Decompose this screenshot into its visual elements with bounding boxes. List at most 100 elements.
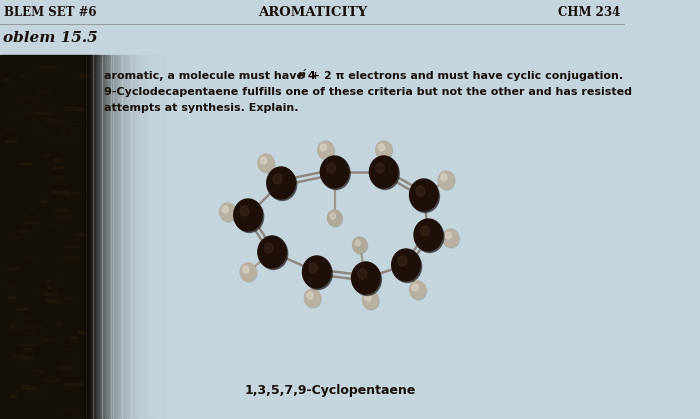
Circle shape	[377, 142, 393, 160]
Circle shape	[304, 258, 332, 290]
Circle shape	[220, 203, 236, 221]
Bar	[141, 55, 144, 419]
Circle shape	[220, 204, 237, 222]
Bar	[51, 225, 60, 226]
Bar	[40, 338, 57, 339]
Bar	[165, 55, 168, 419]
Circle shape	[307, 292, 313, 299]
Text: attempts at synthesis. Explain.: attempts at synthesis. Explain.	[104, 103, 298, 113]
Bar	[9, 393, 13, 396]
Bar	[139, 55, 141, 419]
Circle shape	[234, 199, 262, 231]
Bar	[58, 279, 62, 282]
Bar	[154, 55, 157, 419]
Bar	[16, 308, 27, 310]
Circle shape	[240, 263, 256, 281]
Bar	[46, 339, 55, 340]
Bar	[64, 383, 82, 385]
Circle shape	[304, 289, 321, 307]
Bar	[42, 379, 58, 381]
Circle shape	[355, 240, 360, 246]
Circle shape	[267, 167, 295, 199]
Circle shape	[264, 243, 273, 253]
Circle shape	[363, 291, 378, 309]
Bar	[63, 409, 77, 411]
Bar	[25, 222, 29, 223]
Circle shape	[441, 174, 447, 181]
Bar	[127, 55, 130, 419]
Bar	[36, 113, 49, 114]
Circle shape	[268, 168, 297, 201]
Bar	[41, 200, 48, 202]
Bar	[52, 191, 69, 194]
Bar	[25, 257, 35, 259]
Circle shape	[376, 141, 392, 159]
Circle shape	[411, 181, 440, 212]
Circle shape	[330, 213, 335, 219]
Bar	[35, 111, 52, 114]
Bar	[33, 370, 45, 372]
Text: CHM 234: CHM 234	[558, 7, 620, 20]
Circle shape	[412, 284, 419, 291]
Bar	[80, 74, 88, 77]
Circle shape	[353, 264, 382, 295]
Bar	[94, 55, 97, 419]
Bar	[109, 55, 113, 419]
Bar	[122, 55, 126, 419]
Bar	[65, 191, 80, 194]
Bar	[5, 140, 16, 142]
Circle shape	[235, 201, 264, 233]
Bar	[55, 141, 58, 143]
Bar	[46, 280, 50, 282]
Bar	[7, 285, 15, 288]
Circle shape	[420, 226, 429, 236]
Bar	[10, 324, 14, 326]
Bar	[132, 55, 134, 419]
Text: AROMATICITY: AROMATICITY	[258, 7, 367, 20]
Bar	[100, 55, 104, 419]
Bar	[130, 55, 132, 419]
Circle shape	[321, 144, 327, 151]
Text: BLEM SET #6: BLEM SET #6	[4, 7, 97, 20]
Circle shape	[259, 238, 288, 269]
Circle shape	[393, 251, 421, 282]
Bar	[85, 55, 88, 419]
Bar	[172, 55, 175, 419]
Bar	[29, 333, 36, 334]
Bar	[120, 55, 124, 419]
Text: oblem 15.5: oblem 15.5	[3, 31, 97, 45]
Bar	[11, 355, 27, 357]
Bar	[23, 348, 32, 349]
Circle shape	[378, 144, 384, 151]
Bar	[54, 209, 68, 212]
Circle shape	[415, 220, 444, 253]
Bar	[20, 344, 37, 345]
Bar	[45, 391, 47, 392]
Circle shape	[258, 154, 274, 172]
Bar	[65, 297, 74, 298]
Circle shape	[365, 294, 371, 301]
Bar	[74, 358, 77, 361]
Circle shape	[302, 256, 331, 288]
Circle shape	[439, 172, 455, 190]
Circle shape	[416, 186, 425, 196]
Bar	[30, 208, 33, 209]
Bar	[25, 111, 40, 114]
Bar	[147, 55, 150, 419]
Text: 9-Cyclodecapentaene fulfills one of these criteria but not the other and has res: 9-Cyclodecapentaene fulfills one of thes…	[104, 87, 631, 97]
Bar	[56, 215, 71, 218]
Bar	[47, 119, 63, 122]
Bar	[103, 55, 106, 419]
Bar	[63, 130, 65, 132]
Bar	[96, 55, 99, 419]
Bar	[63, 348, 72, 349]
Bar	[43, 339, 47, 341]
Bar	[8, 326, 23, 329]
Bar	[38, 66, 56, 67]
Bar	[114, 55, 117, 419]
Bar	[64, 107, 81, 110]
Circle shape	[327, 163, 335, 173]
Bar	[38, 126, 42, 129]
Bar	[111, 55, 115, 419]
Text: ń: ń	[298, 70, 306, 80]
